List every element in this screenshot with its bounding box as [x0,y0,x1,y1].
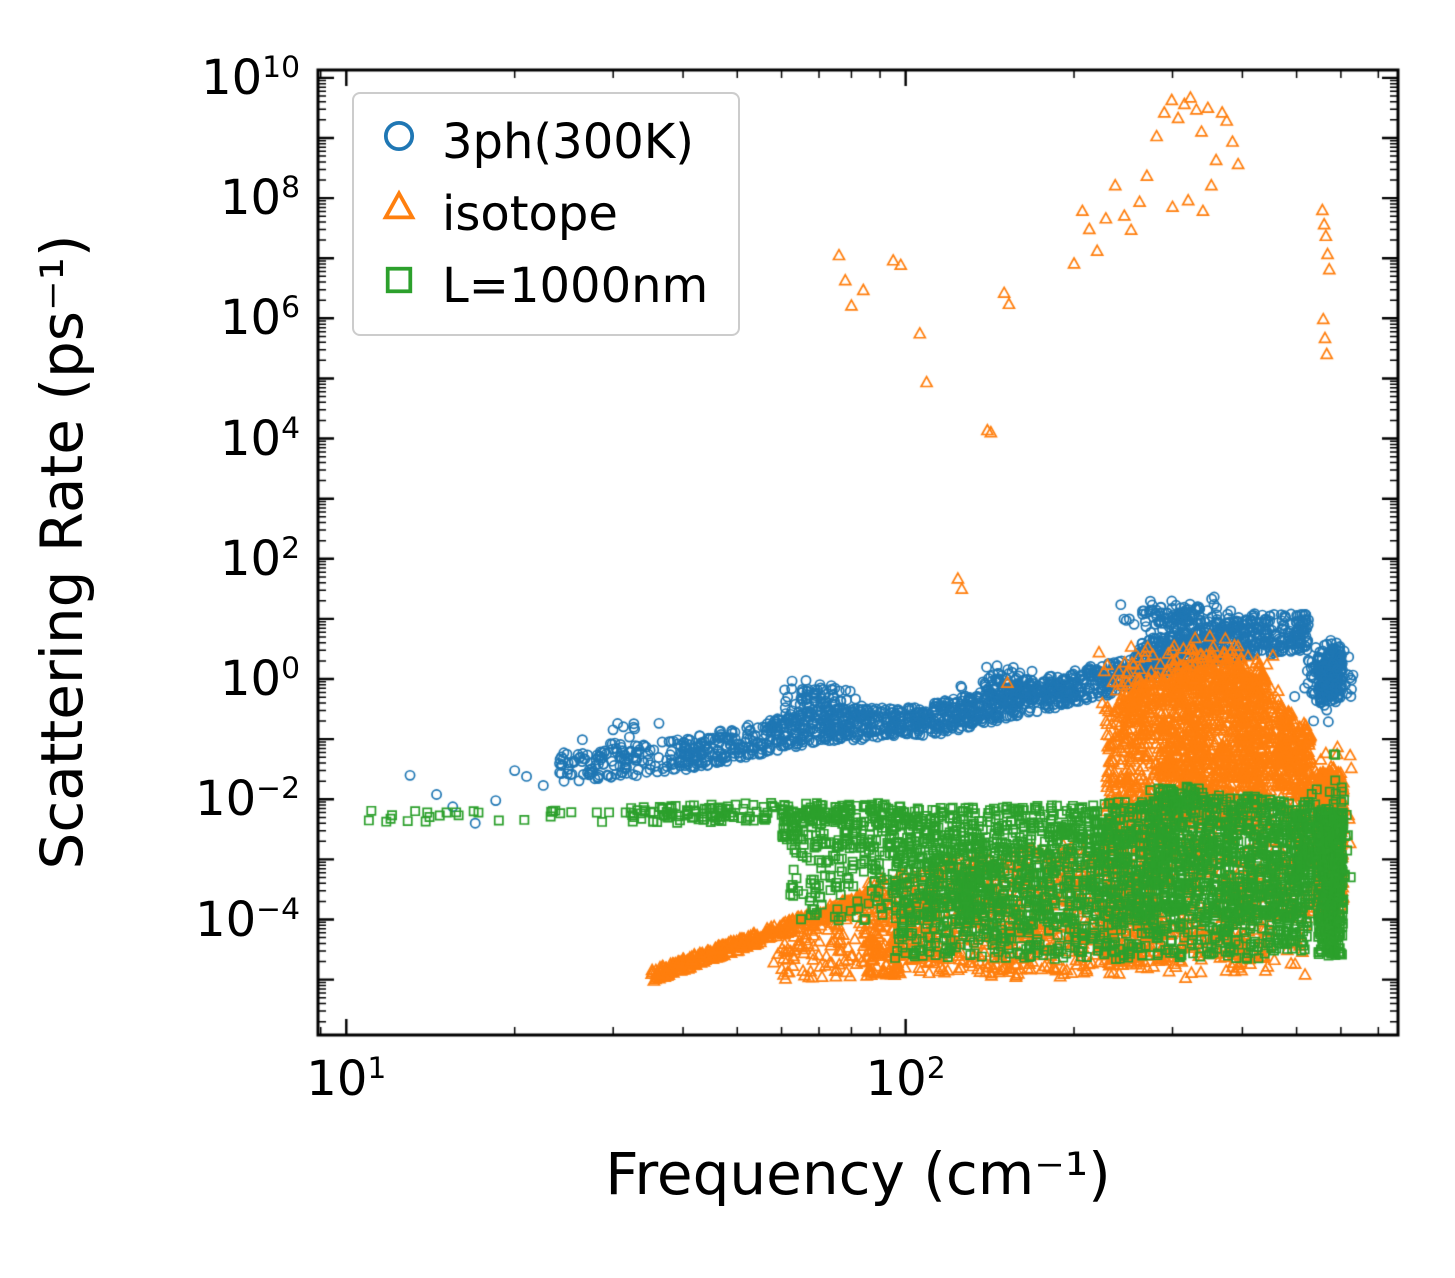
y-tick-label: 10−4 [195,891,300,948]
y-tick-label: 1010 [201,49,300,106]
legend-item: L=1000nm [376,258,708,314]
legend-marker-square-icon [376,258,422,314]
y-tick-label: 108 [219,170,300,227]
y-tick-label: 100 [219,651,300,708]
legend-label: L=1000nm [442,258,709,314]
y-tick-label: 102 [219,530,300,587]
legend-marker-triangle-icon [376,186,422,242]
x-tick-label: 102 [865,1051,946,1107]
y-tick-label: 106 [219,290,300,347]
legend-item: 3ph(300K) [376,114,708,170]
y-tick-label: 10−2 [195,771,300,828]
legend-item: isotope [376,186,708,242]
legend-marker-circle-icon [376,114,422,170]
y-tick-label: 104 [219,410,300,467]
y-axis-label: Scattering Rate (ps⁻¹) [28,234,96,870]
legend-label: 3ph(300K) [442,114,694,170]
x-axis-label: Frequency (cm⁻¹) [605,1140,1111,1208]
legend: 3ph(300K) isotope L=1000nm [352,92,741,336]
legend-label: isotope [442,186,618,242]
x-tick-label: 101 [306,1051,387,1107]
